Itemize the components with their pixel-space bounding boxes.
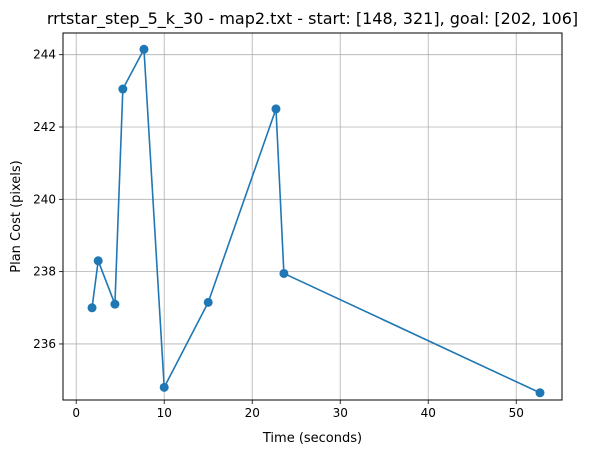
data-point-marker <box>279 268 289 278</box>
y-axis-label: Plan Cost (pixels) <box>9 160 24 273</box>
x-tick-label: 40 <box>421 406 436 420</box>
y-tick-label: 244 <box>33 48 56 62</box>
data-point-marker <box>271 104 281 114</box>
x-tick-label: 30 <box>333 406 348 420</box>
data-point-marker <box>93 256 103 266</box>
y-tick-label: 240 <box>33 192 56 206</box>
x-tick-label: 50 <box>509 406 524 420</box>
chart-title: rrtstar_step_5_k_30 - map2.txt - start: … <box>47 9 578 29</box>
data-point-marker <box>139 44 149 54</box>
data-point-marker <box>87 303 97 313</box>
x-tick-label: 20 <box>245 406 260 420</box>
y-tick-label: 236 <box>33 337 56 351</box>
data-point-marker <box>159 382 169 392</box>
y-tick-label: 242 <box>33 120 56 134</box>
x-tick-label: 0 <box>72 406 80 420</box>
data-point-marker <box>110 299 120 309</box>
y-tick-label: 238 <box>33 265 56 279</box>
data-point-marker <box>203 297 213 307</box>
series-line <box>91 48 541 394</box>
axis-ticks: 0 10 20 30 40 50 236 238 240 242 244 <box>33 48 524 420</box>
plot-frame <box>62 32 563 401</box>
data-point-marker <box>118 84 128 94</box>
grid <box>63 33 562 400</box>
data-series <box>87 44 545 398</box>
x-tick-label: 10 <box>157 406 172 420</box>
x-axis-label: Time (seconds) <box>262 431 362 446</box>
data-point-marker <box>535 388 545 398</box>
